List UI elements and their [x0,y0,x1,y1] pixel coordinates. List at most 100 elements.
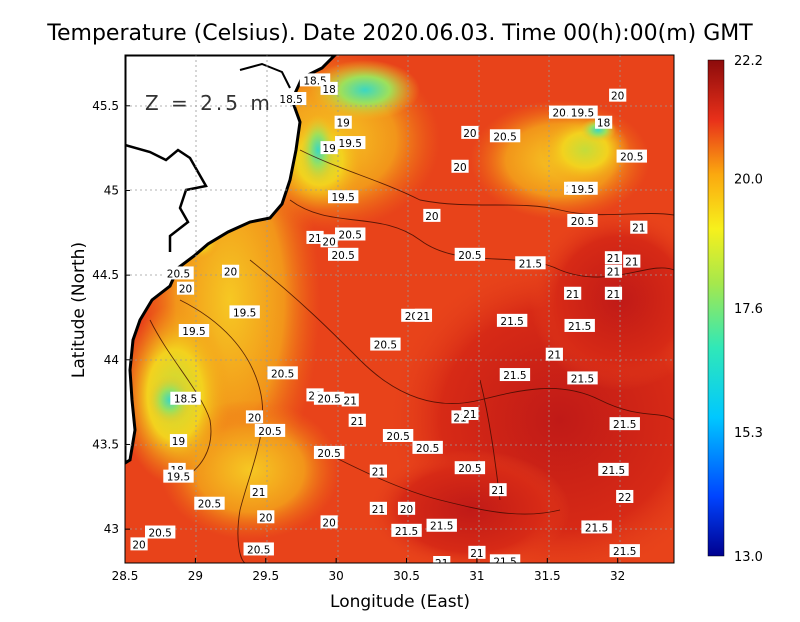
contour-label-text: 19.5 [571,184,594,196]
contour-label-text: 20.5 [148,528,171,540]
contour-label-box [609,544,640,558]
y-tick-label: 45.5 [92,99,119,113]
contour-label-box [267,366,298,380]
x-tick-label: 30 [329,569,344,583]
contour-label-text: 21.5 [571,373,594,385]
y-tick-label: 44 [104,353,119,367]
contour-label-box [468,545,486,559]
contour-label-text: 20 [453,162,466,174]
contour-label-box [320,81,338,95]
contour-label-text: 20 [179,284,192,296]
contour-label-box [414,308,433,322]
contour-label-text: 22 [618,492,631,504]
contour-label-text: 20.5 [620,152,643,164]
contour-label: 21 [623,254,641,269]
contour-label-box [454,461,486,475]
contour-label-text: 20.5 [317,394,340,406]
contour-label: 19.5 [327,190,359,204]
contour-label: 20.5 [454,247,486,262]
contour-label: 18 [320,81,338,96]
contour-label: 20 [461,125,479,140]
contour-label-box [567,371,598,385]
contour-label: 20.5 [243,542,274,556]
contour-label: 20.5 [489,129,521,143]
contour-label-text: 20.5 [271,368,294,380]
contour-label-box [630,220,648,234]
contour-label-box [623,254,641,268]
colorbar-tick-label: 22.2 [734,54,763,69]
contour-label-text: 21.5 [613,546,636,558]
contour-label-box [327,247,359,261]
contour-label: 21 [468,545,486,560]
contour-label: 20.5 [254,423,286,438]
contour-label-box [176,281,195,295]
contour-label-box [489,554,521,563]
contour-label-box [369,501,387,515]
contour-label: 21 [369,464,387,479]
contour-label-box [595,115,613,129]
contour-label-text: 20.5 [571,216,594,228]
contour-label-box [348,413,366,427]
contour-label: 21 [630,220,648,235]
contour-label-box [243,542,274,556]
contour-label: 21.5 [609,417,640,431]
contour-label-box [370,337,401,351]
contour-label: 20 [221,264,240,279]
contour-label-text: 19.5 [233,307,256,319]
contour-label: 21 [369,501,387,516]
colorbar-tick-label: 13.0 [734,550,763,565]
plot-frame [124,54,675,564]
contour-label-box [496,313,528,327]
contour-label-text: 20 [322,236,335,248]
contour-label-text: 20 [463,128,476,140]
contour-label-text: 21 [607,267,620,279]
contour-label: 21 [341,393,359,407]
contour-label-box [257,510,275,524]
contour-label: 20 [176,281,195,296]
contour-label-box [489,483,507,497]
contour-label-box [598,462,629,476]
contour-label: 21 [461,406,479,421]
contour-label: 21.5 [489,554,521,563]
contour-label: 20 [245,410,264,424]
contour-label: 21 [545,347,563,362]
contour-label: 21.5 [609,544,640,558]
grid-lines [125,55,674,563]
colorbar-ticks: 22.2 20.0 17.6 15.3 13.0 [734,54,763,565]
contour-label-box [604,286,623,300]
contour-label-box [461,406,479,420]
contour-label: 21 [604,286,623,301]
y-tick-label: 43.5 [92,437,119,451]
y-axis-ticks: 43 43.5 44 44.5 45 45.5 [92,99,130,536]
contour-label-text: 21 [566,289,579,301]
contour-label: 21 [250,484,268,499]
contour-label-text: 20.5 [458,463,481,475]
contour-label-box [564,318,595,332]
contour-label: 20.5 [313,391,345,406]
contour-label-text: 20.5 [198,499,221,511]
contour-label-text: 21 [491,485,504,497]
contour-label: 20 [320,234,338,248]
contour-label: 20.5 [267,366,298,380]
contour-label: 21.5 [426,518,457,533]
contour-label-box [341,393,359,407]
contour-label: 20.5 [567,213,598,228]
contour-label-text: 21 [372,467,385,479]
contour-label-box [412,440,443,454]
contour-label-text: 21 [463,409,476,421]
contour-label: 20 [423,208,441,223]
contour-label: 19.5 [567,181,598,196]
contour-label: 20 [609,88,627,103]
contour-label-text: 20.5 [458,250,481,262]
contour-label-box [397,501,416,515]
contour-label-text: 21.5 [395,526,418,538]
contour-label: 18.5 [170,391,201,406]
contour-label: 19.5 [567,105,598,120]
contour-label-text: 21.5 [585,522,608,534]
contour-label: 21 [564,286,582,301]
contour-label-box [335,136,366,150]
contour-label-box [320,515,338,529]
contour-label: 19.5 [178,324,210,338]
